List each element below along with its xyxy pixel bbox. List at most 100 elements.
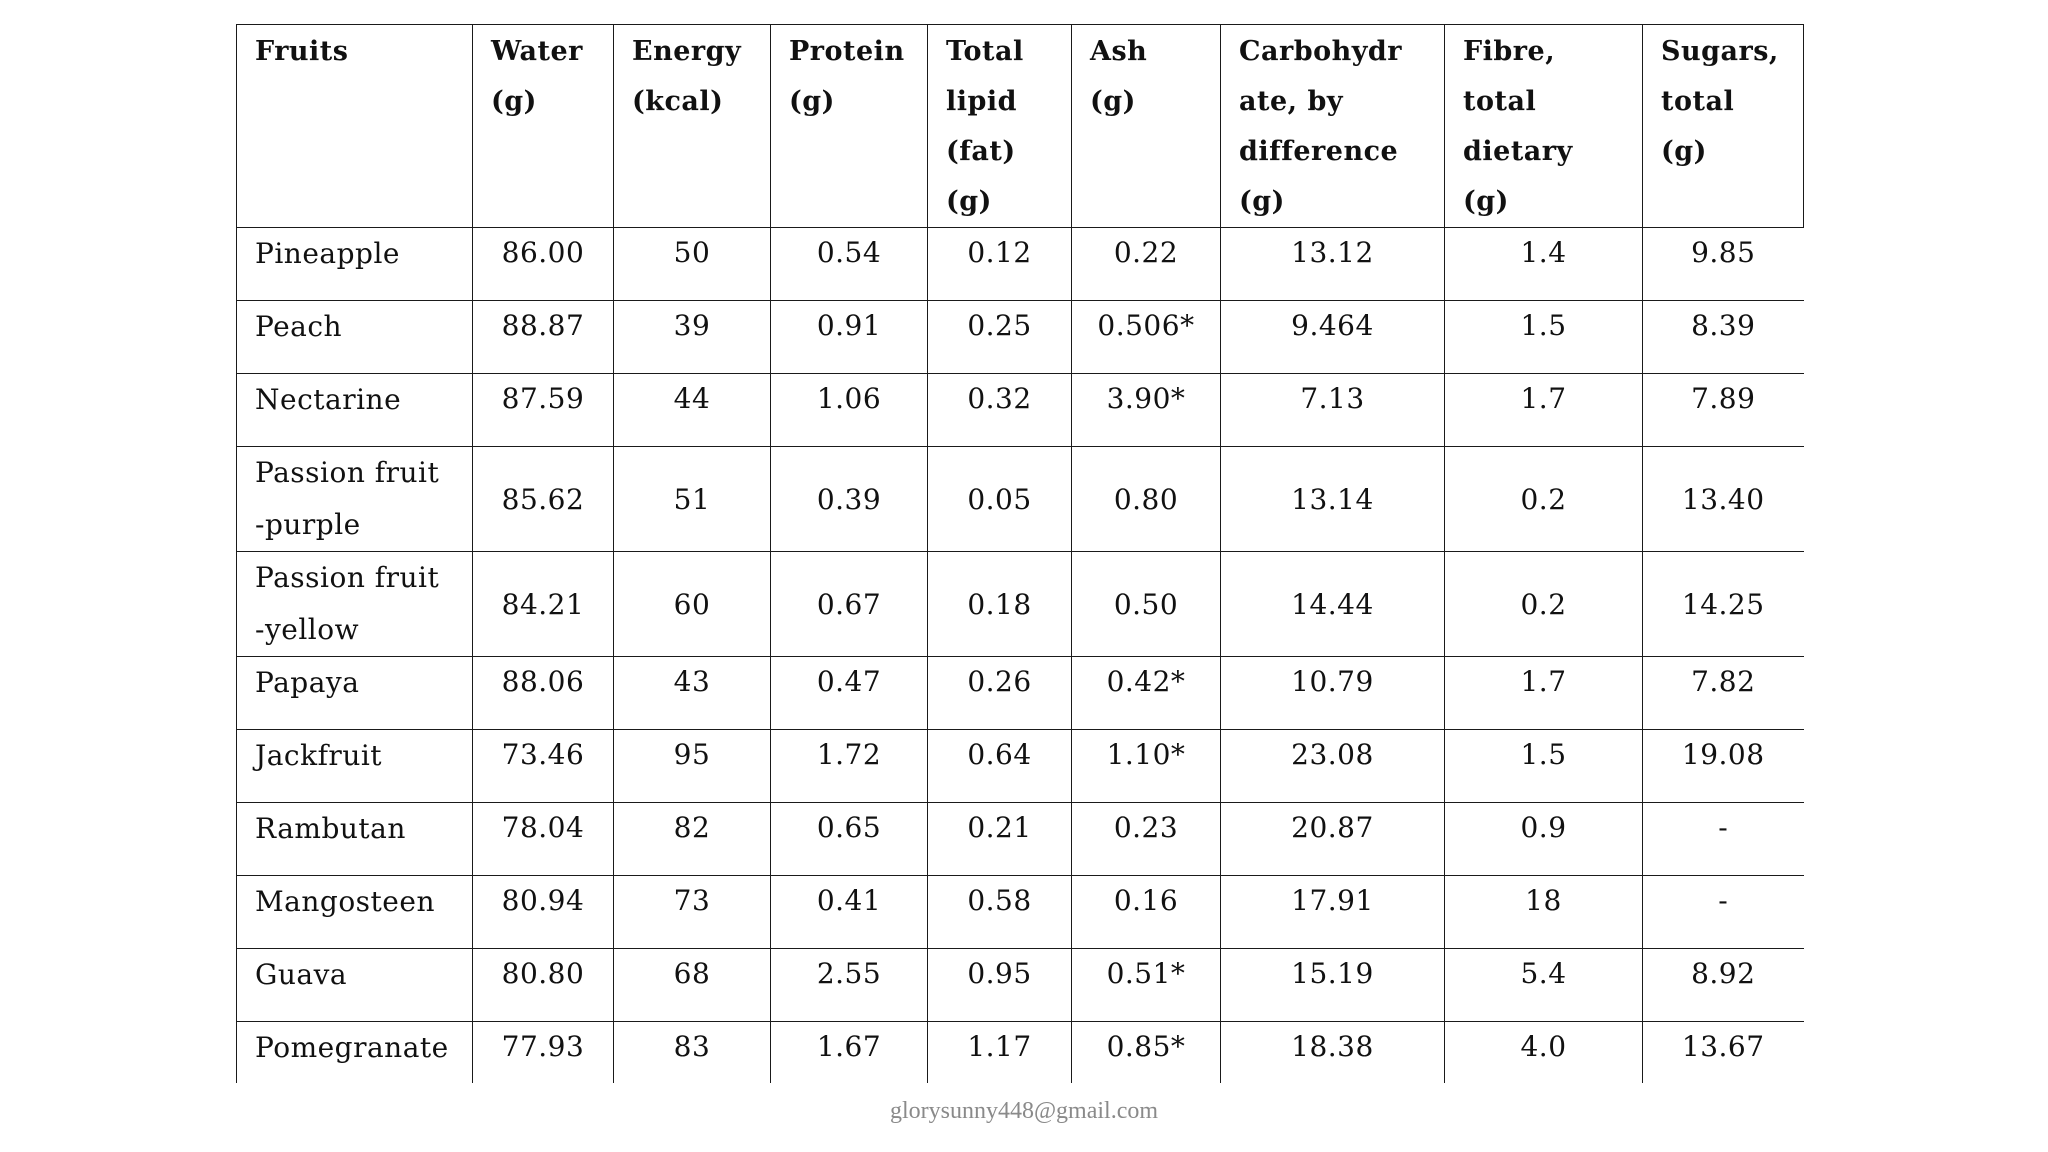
table-row: Peach 88.87 39 0.91 0.25 0.506* 9.464 1.5 8.39 xyxy=(236,300,1804,374)
value-cell: 7.13 xyxy=(1220,373,1445,447)
value-cell: 88.06 xyxy=(472,656,614,730)
value-cell: 0.47 xyxy=(770,656,928,730)
value-cell: 20.87 xyxy=(1220,802,1445,876)
table-row: Mangosteen 80.94 73 0.41 0.58 0.16 17.91 18- xyxy=(236,875,1804,949)
fruit-nutrition-table: Fruits Water (g) Energy (kcal) Protein (g) Tota… xyxy=(236,24,1804,1083)
column-header: Carbohydr ate, by difference (g) xyxy=(1220,24,1445,228)
value-cell: 88.87 xyxy=(472,300,614,374)
fruit-name-cell: Passion fruit -purple xyxy=(236,446,473,552)
value-cell: 0.12 xyxy=(927,227,1072,301)
column-header-line: dietary xyxy=(1463,136,1573,167)
table-row: Pineapple 86.00 50 0.54 0.12 0.22 13.12 1.4 9.85 xyxy=(236,227,1804,301)
value-cell: 0.39 xyxy=(770,446,928,552)
value-cell: 0.26 xyxy=(927,656,1072,730)
value-cell: 14.44 xyxy=(1220,551,1445,657)
column-header-line: (g) xyxy=(946,186,992,217)
fruit-name: Jackfruit xyxy=(255,739,383,772)
value-cell: 1.67 xyxy=(770,1021,928,1083)
table-row: Papaya 88.06 43 0.47 0.26 0.42* 10.79 1.7 7.82 xyxy=(236,656,1804,730)
column-header-line: Fibre, xyxy=(1463,36,1556,67)
column-header-line: lipid xyxy=(946,86,1018,117)
column-header-line: Protein xyxy=(789,36,905,67)
value-cell: 77.93 xyxy=(472,1021,614,1083)
value-cell: 1.7 xyxy=(1444,373,1643,447)
value-cell: 1.5 xyxy=(1444,300,1643,374)
value-cell: 7.89 xyxy=(1642,373,1804,447)
value-cell: 0.41 xyxy=(770,875,928,949)
value-cell: 0.506* xyxy=(1071,300,1221,374)
table-row: Rambutan 78.04 82 0.65 0.21 0.23 20.87 0.9- xyxy=(236,802,1804,876)
fruit-name: Peach xyxy=(255,310,343,343)
table-body: Pineapple 86.00 50 0.54 0.12 0.22 13.12 1.4 9.85… xyxy=(236,227,1804,1083)
value-cell: 95 xyxy=(613,729,771,803)
table-row: Passion fruit -purple 85.62 51 0.39 0.05 0.80 1… xyxy=(236,446,1804,552)
value-cell: 60 xyxy=(613,551,771,657)
value-cell: 23.08 xyxy=(1220,729,1445,803)
value-cell: 0.25 xyxy=(927,300,1072,374)
value-cell: 87.59 xyxy=(472,373,614,447)
column-header-line: (g) xyxy=(1463,186,1509,217)
value-cell: 0.32 xyxy=(927,373,1072,447)
fruit-name-cell: Nectarine xyxy=(236,373,473,447)
value-cell: - xyxy=(1642,802,1804,876)
value-cell: 0.91 xyxy=(770,300,928,374)
value-cell: 51 xyxy=(613,446,771,552)
value-cell: 1.4 xyxy=(1444,227,1643,301)
value-cell: 15.19 xyxy=(1220,948,1445,1022)
value-cell: 13.12 xyxy=(1220,227,1445,301)
column-header-line: total xyxy=(1463,86,1537,117)
value-cell: 83 xyxy=(613,1021,771,1083)
column-header: Total lipid (fat) (g) xyxy=(927,24,1072,228)
value-cell: 0.22 xyxy=(1071,227,1221,301)
value-cell: 0.42* xyxy=(1071,656,1221,730)
column-header-line: (g) xyxy=(1661,136,1707,167)
value-cell: 0.95 xyxy=(927,948,1072,1022)
fruit-name: Mangosteen xyxy=(255,885,435,918)
column-header-line: (fat) xyxy=(946,136,1016,167)
fruit-name: Passion fruit xyxy=(255,456,440,489)
fruit-name-cell: Pomegranate xyxy=(236,1021,473,1083)
column-header-line: Carbohydr xyxy=(1239,36,1403,67)
fruit-name: Nectarine xyxy=(255,383,402,416)
value-cell: 5.4 xyxy=(1444,948,1643,1022)
value-cell: 43 xyxy=(613,656,771,730)
value-cell: 3.90* xyxy=(1071,373,1221,447)
value-cell: 50 xyxy=(613,227,771,301)
value-cell: 2.55 xyxy=(770,948,928,1022)
value-cell: 68 xyxy=(613,948,771,1022)
fruit-name: Passion fruit xyxy=(255,561,440,594)
value-cell: 13.40 xyxy=(1642,446,1804,552)
value-cell: 0.80 xyxy=(1071,446,1221,552)
value-cell: 18 xyxy=(1444,875,1643,949)
column-header-line: (g) xyxy=(1239,186,1285,217)
value-cell: 0.05 xyxy=(927,446,1072,552)
value-cell: 18.38 xyxy=(1220,1021,1445,1083)
fruit-name: Pineapple xyxy=(255,237,400,270)
table-row: Pomegranate 77.93 83 1.67 1.17 0.85* 18.38 4.0 1… xyxy=(236,1021,1804,1083)
table-row: Nectarine 87.59 44 1.06 0.32 3.90* 7.13 1.7 7.89 xyxy=(236,373,1804,447)
value-cell: 0.50 xyxy=(1071,551,1221,657)
value-cell: 13.67 xyxy=(1642,1021,1804,1083)
column-header-line: total xyxy=(1661,86,1735,117)
value-cell: 0.64 xyxy=(927,729,1072,803)
value-cell: 0.21 xyxy=(927,802,1072,876)
column-header: Fruits xyxy=(236,24,473,228)
column-header-line: ate, by xyxy=(1239,86,1344,117)
column-header-line: Energy xyxy=(632,36,742,67)
value-cell: 19.08 xyxy=(1642,729,1804,803)
value-cell: 80.80 xyxy=(472,948,614,1022)
fruit-name-cell: Rambutan xyxy=(236,802,473,876)
fruit-name-cell: Guava xyxy=(236,948,473,1022)
value-cell: 4.0 xyxy=(1444,1021,1643,1083)
value-cell: 1.06 xyxy=(770,373,928,447)
column-header: Sugars, total (g) xyxy=(1642,24,1804,228)
value-cell: 0.67 xyxy=(770,551,928,657)
value-cell: 0.58 xyxy=(927,875,1072,949)
value-cell: 73.46 xyxy=(472,729,614,803)
fruit-name: -yellow xyxy=(255,613,360,646)
value-cell: 0.9 xyxy=(1444,802,1643,876)
value-cell: 8.39 xyxy=(1642,300,1804,374)
value-cell: - xyxy=(1642,875,1804,949)
fruit-name: Pomegranate xyxy=(255,1031,449,1064)
fruit-name-cell: Papaya xyxy=(236,656,473,730)
